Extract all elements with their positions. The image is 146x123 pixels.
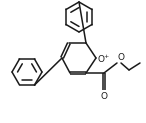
Text: +: + bbox=[104, 54, 109, 59]
Text: O: O bbox=[100, 92, 107, 101]
Text: O: O bbox=[97, 54, 104, 63]
Text: O: O bbox=[118, 53, 125, 62]
